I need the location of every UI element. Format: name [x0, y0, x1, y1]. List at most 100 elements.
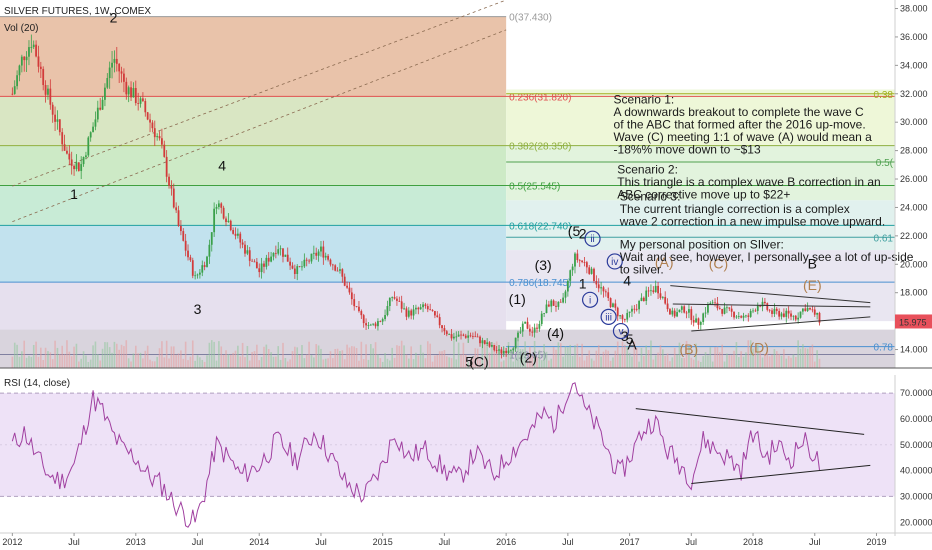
candle-body	[18, 65, 21, 76]
volume-bar	[82, 351, 85, 368]
candle-body	[533, 327, 536, 333]
candle-body	[175, 207, 178, 211]
candle-body	[818, 312, 821, 323]
candle-body	[248, 250, 251, 261]
candle-body	[474, 336, 477, 338]
candle-body	[165, 156, 168, 177]
volume-bar	[602, 351, 605, 368]
volume-bar	[605, 349, 607, 368]
volume-bar	[59, 354, 61, 368]
volume-bar	[794, 356, 797, 368]
candle-body	[232, 230, 235, 234]
time-tick-label: 2019	[866, 537, 886, 547]
volume-bar	[597, 345, 600, 368]
volume-bar	[142, 358, 144, 368]
volume-bar	[657, 352, 659, 368]
candle-body	[545, 304, 548, 314]
volume-bar	[571, 356, 574, 368]
last-price-badge	[895, 314, 932, 329]
time-tick-label: Jul	[315, 537, 327, 547]
volume-bar	[633, 341, 636, 368]
candle-body	[692, 319, 695, 323]
candle-body	[263, 263, 265, 267]
candle-body	[483, 340, 486, 345]
candle-body	[137, 103, 140, 104]
candle-body	[771, 310, 773, 314]
candle-body	[804, 308, 807, 311]
volume-bar	[735, 342, 738, 368]
candle-body	[716, 302, 719, 309]
volume-bar	[704, 352, 707, 368]
volume-bar	[263, 346, 265, 368]
candle-body	[659, 293, 662, 298]
volume-bar	[775, 351, 778, 368]
candle-body	[623, 319, 626, 320]
volume-bar	[127, 358, 130, 368]
price-tick-label: 26.000	[900, 174, 928, 184]
volume-bar	[25, 357, 28, 368]
volume-bar	[512, 361, 515, 368]
price-tick-label: 38.000	[900, 4, 928, 14]
candle-body	[576, 253, 579, 261]
volume-bar	[524, 341, 526, 368]
candle-body	[583, 261, 586, 263]
volume-bar	[251, 352, 253, 368]
candle-body	[66, 150, 68, 154]
candle-body	[130, 87, 132, 98]
wave-label: 1	[579, 275, 587, 291]
volume-bar	[308, 341, 310, 368]
fib-label: 0.236(31.820)	[509, 92, 571, 103]
volume-bar	[533, 340, 536, 368]
volume-bar	[21, 351, 23, 368]
candle-body	[286, 254, 289, 262]
wave-label-corrective: (D)	[749, 339, 768, 355]
candle-body	[322, 246, 325, 258]
candle-body	[457, 334, 460, 337]
volume-bar	[279, 359, 282, 368]
price-tick-label: 36.000	[900, 32, 928, 42]
scenario-annotations: Scenario 1:A downwards breakout to compl…	[614, 93, 914, 277]
candle-body	[251, 260, 254, 262]
volume-bar	[348, 347, 351, 368]
volume-bar	[419, 344, 422, 368]
volume-bar	[208, 342, 211, 368]
volume-bar	[498, 345, 500, 368]
volume-bar	[87, 361, 90, 368]
candle-body	[253, 261, 256, 263]
candle-body	[488, 342, 491, 347]
volume-bar	[355, 347, 358, 368]
candle-body	[291, 265, 294, 269]
candle-body	[324, 255, 327, 258]
candle-body	[182, 231, 185, 241]
volume-bar	[199, 357, 201, 368]
candle-body	[127, 87, 130, 95]
rsi-line	[11, 382, 820, 528]
candle-body	[479, 336, 481, 344]
candle-body	[469, 335, 472, 337]
candle-body	[85, 155, 87, 158]
volume-bar	[123, 346, 125, 368]
candle-body	[422, 304, 424, 308]
candle-body	[94, 119, 97, 127]
candle-body	[602, 287, 605, 292]
candle-body	[393, 297, 396, 299]
candle-body	[775, 308, 778, 311]
volume-bar	[643, 356, 645, 368]
volume-bar	[339, 350, 341, 368]
volume-bar	[764, 353, 766, 368]
candle-body	[310, 253, 313, 262]
candle-body	[220, 203, 223, 208]
volume-bar	[678, 342, 681, 368]
volume-bar	[510, 350, 512, 368]
candle-body	[678, 309, 681, 313]
volume-bar	[811, 344, 814, 368]
volume-bar	[156, 356, 158, 368]
candle-body	[156, 136, 159, 138]
candle-body	[194, 275, 197, 277]
candle-body	[531, 331, 534, 333]
fib-label: 0(37.430)	[509, 13, 552, 24]
candle-body	[255, 261, 258, 269]
candle-body	[557, 301, 560, 307]
candle-body	[524, 321, 527, 324]
candle-body	[666, 303, 669, 310]
